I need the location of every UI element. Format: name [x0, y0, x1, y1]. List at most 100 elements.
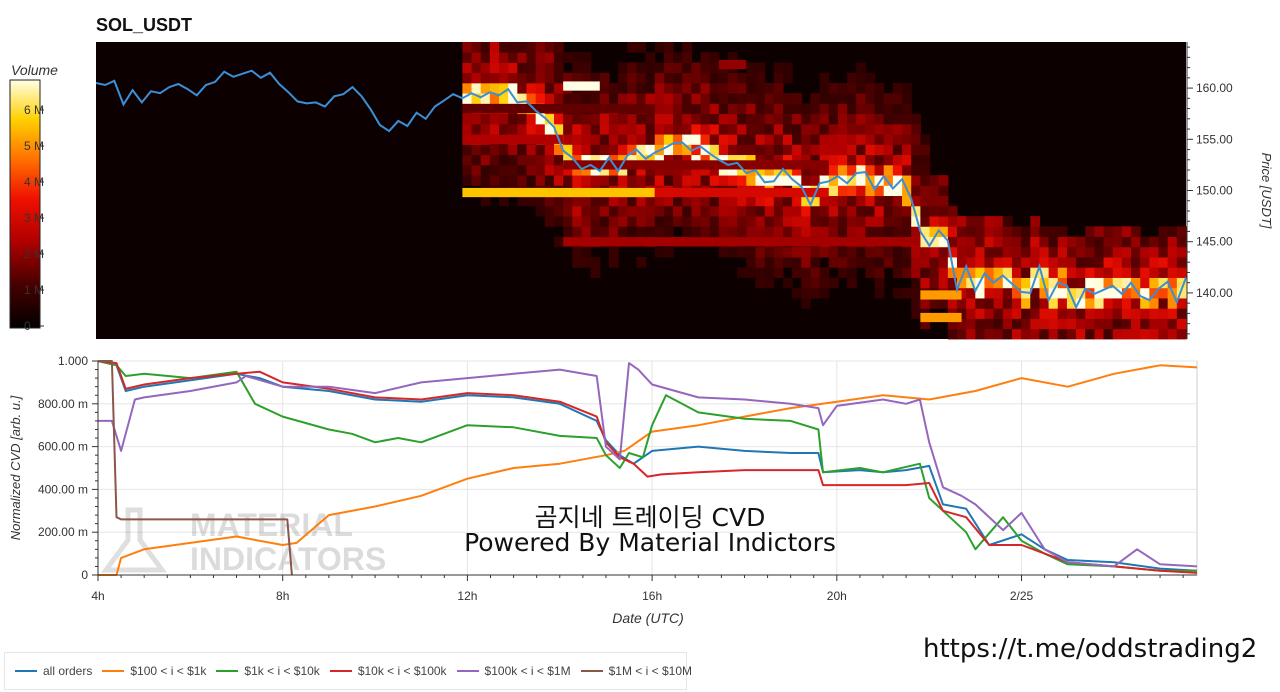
heatmap-cell [728, 123, 738, 135]
heatmap-cell [673, 93, 683, 104]
heatmap-cell [1121, 257, 1132, 268]
heatmap-cell [673, 144, 683, 156]
heatmap-cell [673, 123, 683, 135]
heatmap-cell [627, 123, 638, 135]
heatmap-cell [544, 62, 555, 74]
heatmap-cell [691, 164, 702, 176]
heatmap-cell [819, 277, 830, 289]
heatmap-cell [902, 113, 912, 125]
heatmap-cell [746, 164, 757, 176]
heatmap-cell [810, 123, 821, 135]
legend-item[interactable]: $100k < i < $1M [456, 664, 571, 678]
heatmap-cell [489, 93, 500, 104]
heatmap-cell [929, 298, 940, 309]
legend-swatch [102, 670, 125, 672]
heatmap-cell [553, 164, 564, 176]
heatmap-cell [993, 328, 1004, 340]
heatmap-cell [1048, 318, 1059, 330]
heatmap-cell [709, 175, 720, 186]
heatmap-cell [892, 154, 903, 166]
legend-label: $10k < i < $100k [357, 664, 447, 678]
heatmap-cell [746, 144, 757, 156]
heatmap-cell [581, 62, 592, 74]
heatmap-cell [828, 277, 839, 289]
heatmap-cell [911, 267, 921, 278]
heatmap-cell [773, 195, 784, 207]
heatmap-cell [737, 72, 747, 84]
heatmap-cell [499, 42, 509, 53]
heatmap-cell [471, 144, 482, 156]
heatmap-cell [526, 123, 537, 135]
heatmap-cell [874, 185, 885, 197]
heatmap-cell [865, 267, 876, 278]
legend-item[interactable]: all orders [15, 664, 92, 678]
heatmap-cell [508, 42, 518, 53]
heatmap-cell [773, 93, 784, 104]
heatmap-cell [911, 175, 921, 186]
heatmap-cell [508, 175, 518, 186]
heatmap-cell [773, 226, 784, 237]
heatmap-cell [1048, 308, 1059, 319]
heatmap-cell [938, 175, 949, 186]
heatmap-cell [1094, 277, 1105, 289]
heatmap-cell [911, 123, 921, 135]
heatmap-cell [700, 226, 711, 237]
heatmap-cell [682, 72, 692, 84]
heatmap-cell [608, 205, 619, 217]
heatmap-cell [865, 113, 876, 125]
heatmap-cell [993, 267, 1004, 278]
heatmap-cell [883, 205, 894, 217]
heatmap-cell [645, 62, 656, 74]
heatmap-cell [764, 216, 775, 227]
heatmap-cell [728, 93, 738, 104]
heatmap-cell [663, 246, 674, 258]
heatmap-cell [764, 205, 775, 217]
heatmap-cell [847, 226, 857, 237]
legend-item[interactable]: $1k < i < $10k [216, 664, 320, 678]
heatmap-cell [902, 123, 912, 135]
heatmap-cell [471, 164, 482, 176]
heatmap-cell [563, 113, 573, 125]
telegram-link[interactable]: https://t.me/oddstrading2 [923, 634, 1258, 664]
heatmap-cell [773, 72, 784, 84]
cvd-series-line [97, 360, 1197, 572]
heatmap-cell [1039, 246, 1050, 258]
legend-item[interactable]: $100 < i < $1k [102, 664, 206, 678]
heatmap-cell [801, 298, 812, 309]
heatmap-cell [828, 257, 839, 268]
heatmap-cell [608, 113, 619, 125]
heatmap-cell [645, 123, 656, 135]
heatmap-cell [691, 82, 702, 94]
heatmap-cell [764, 246, 775, 258]
heatmap-cell [975, 298, 986, 309]
heatmap-cell [737, 175, 747, 186]
heatmap-cell [608, 257, 619, 268]
legend-label: $100k < i < $1M [484, 664, 571, 678]
price-tick-label: 140.00 [1196, 286, 1233, 300]
heatmap-cell [1011, 257, 1022, 268]
heatmap-cell [966, 298, 976, 309]
heatmap-cell [1121, 277, 1132, 289]
heatmap-cell [902, 216, 912, 227]
heatmap-cell [938, 195, 949, 207]
heatmap-cell [764, 103, 775, 115]
heatmap-cell [1085, 308, 1096, 319]
heatmap-cell [764, 123, 775, 135]
heatmap-cell [993, 287, 1004, 299]
heatmap-cell [1176, 226, 1187, 237]
heatmap-cell [682, 226, 692, 237]
heatmap-cell [1176, 287, 1187, 299]
heatmap-cell [563, 123, 573, 135]
legend-item[interactable]: $10k < i < $100k [329, 664, 447, 678]
heatmap-cell [782, 62, 793, 74]
heatmap-cell [773, 205, 784, 217]
heatmap-cell [608, 164, 619, 176]
legend-item[interactable]: $1M < i < $10M [580, 664, 692, 678]
heatmap-cell [563, 72, 573, 84]
heatmap-cell [590, 257, 601, 268]
heatmap-cell [1066, 277, 1077, 289]
heatmap-cell [1131, 308, 1141, 319]
heatmap-cell [1131, 318, 1141, 330]
heatmap-cell [517, 164, 528, 176]
heatmap-cell [728, 195, 738, 207]
